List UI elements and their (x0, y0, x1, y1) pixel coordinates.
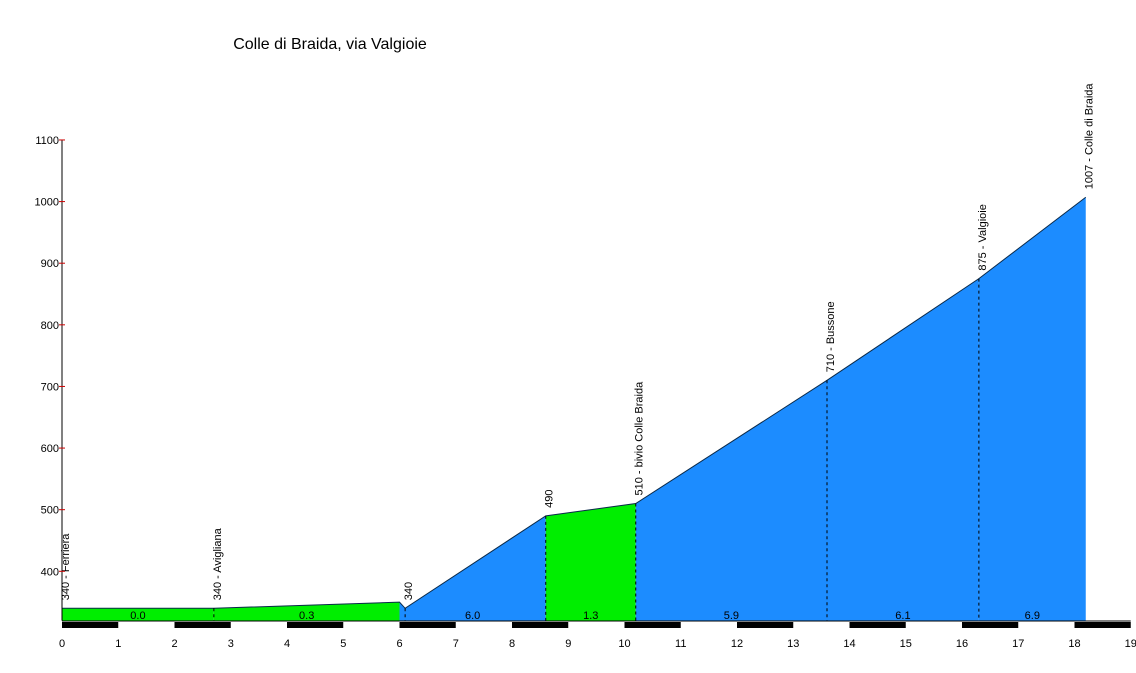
x-tick-label: 12 (731, 638, 743, 650)
x-tick-label: 2 (171, 638, 177, 650)
segment-gradient-label: 5.9 (724, 610, 739, 622)
x-tick-label: 7 (453, 638, 459, 650)
profile-segment (62, 608, 214, 621)
x-axis: 0 1 2 3 4 5 6 7 8 9 10 11 12 13 14 15 16 17 18 19 (59, 620, 1136, 650)
y-tick-label: 800 (41, 320, 59, 332)
x-tick-label: 15 (900, 638, 912, 650)
x-tick-label: 11 (675, 638, 686, 650)
x-axis-stripe (737, 622, 794, 628)
waypoint-label: 490 (544, 489, 556, 507)
x-tick-label: 10 (618, 638, 630, 650)
y-tick-label: 900 (41, 258, 59, 270)
waypoint-label: 510 - bivio Colle Braida (634, 381, 646, 496)
x-axis-stripe (512, 622, 569, 628)
waypoint-label: 340 - Avigliana (212, 527, 224, 600)
x-tick-label: 4 (284, 638, 290, 650)
y-tick-label: 700 (41, 381, 59, 393)
x-axis-stripe (1074, 622, 1131, 628)
x-tick-label: 16 (956, 638, 968, 650)
x-tick-label: 1 (115, 638, 121, 650)
x-tick-label: 0 (59, 638, 65, 650)
waypoint-label: 875 - Valgioie (977, 204, 989, 270)
profile-segment (213, 602, 400, 621)
profile-segment (827, 278, 979, 621)
segment-gradient-label: 6.9 (1025, 610, 1040, 622)
segment-gradient-labels: 0.0 0.3 6.0 1.3 5.9 6.1 6.9 (130, 610, 1040, 622)
y-tick-label: 1000 (35, 197, 59, 209)
profile-segment (978, 197, 1086, 621)
x-axis-bar (62, 622, 1131, 628)
segment-gradient-label: 1.3 (583, 610, 598, 622)
x-tick-label: 6 (396, 638, 402, 650)
waypoint-label: 340 - Ferriera (60, 533, 72, 601)
x-tick-label: 9 (565, 638, 571, 650)
x-axis-stripe (62, 622, 119, 628)
segment-gradient-label: 6.0 (465, 610, 480, 622)
x-tick-label: 18 (1068, 638, 1080, 650)
segment-gradient-label: 6.1 (895, 610, 910, 622)
y-axis: 400 500 600 700 800 900 1000 1100 (35, 135, 65, 621)
segment-gradient-label: 0.3 (299, 610, 314, 622)
waypoint-labels: 340 - Ferriera 340 - Avigliana 340 490 510 -… (60, 83, 1096, 601)
y-tick-label: 1100 (35, 135, 59, 147)
x-axis-stripe (849, 622, 906, 628)
x-axis-stripe (174, 622, 231, 628)
x-axis-stripe (287, 622, 344, 628)
y-tick-label: 500 (41, 505, 59, 517)
x-axis-stripe (399, 622, 456, 628)
waypoint-markers (213, 278, 980, 621)
x-tick-label: 8 (509, 638, 515, 650)
x-tick-label: 17 (1012, 638, 1024, 650)
waypoint-label: 710 - Bussone (825, 301, 837, 372)
x-tick-label: 3 (228, 638, 234, 650)
x-tick-label: 14 (843, 638, 855, 650)
x-axis-stripe (962, 622, 1019, 628)
x-tick-label: 5 (340, 638, 346, 650)
profile-segment (399, 515, 546, 621)
chart-title: Colle di Braida, via Valgioie (233, 36, 427, 53)
x-tick-label: 13 (787, 638, 799, 650)
profile-segment (635, 380, 827, 621)
waypoint-label: 340 (403, 582, 415, 600)
x-axis-stripe (624, 622, 681, 628)
y-tick-label: 400 (41, 566, 59, 578)
waypoint-label: 1007 - Colle di Braida (1084, 83, 1096, 190)
profile-segment (545, 503, 636, 621)
y-tick-label: 600 (41, 443, 59, 455)
segment-gradient-label: 0.0 (130, 610, 145, 622)
x-tick-label: 19 (1125, 638, 1136, 650)
